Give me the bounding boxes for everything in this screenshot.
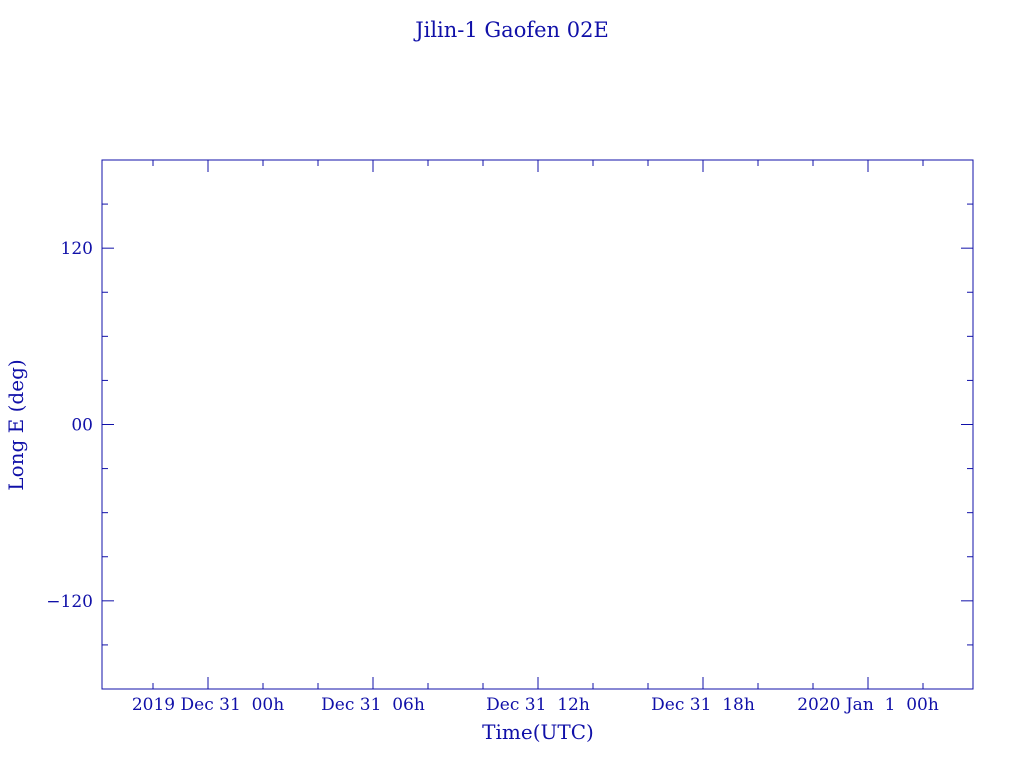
tick-labels: 120 00 −120 2019 Dec 31 00h Dec 31 06h Dec 31… xyxy=(46,239,939,715)
plot-frame xyxy=(101,159,974,690)
y-tick-label: −120 xyxy=(46,592,93,612)
ticks xyxy=(102,160,973,689)
chart-title: Jilin-1 Gaofen 02E xyxy=(413,18,609,42)
x-tick-label: Dec 31 18h xyxy=(651,695,755,715)
x-tick-label: Dec 31 12h xyxy=(486,695,590,715)
x-tick-label: 2019 Dec 31 00h xyxy=(132,695,284,715)
x-axis-label: Time(UTC) xyxy=(482,720,594,744)
x-tick-label: 2020 Jan 1 00h xyxy=(797,695,939,715)
y-tick-label: 00 xyxy=(71,416,93,436)
y-axis-label: Long E (deg) xyxy=(4,359,28,490)
x-tick-label: Dec 31 06h xyxy=(321,695,425,715)
y-tick-label: 120 xyxy=(61,239,93,259)
